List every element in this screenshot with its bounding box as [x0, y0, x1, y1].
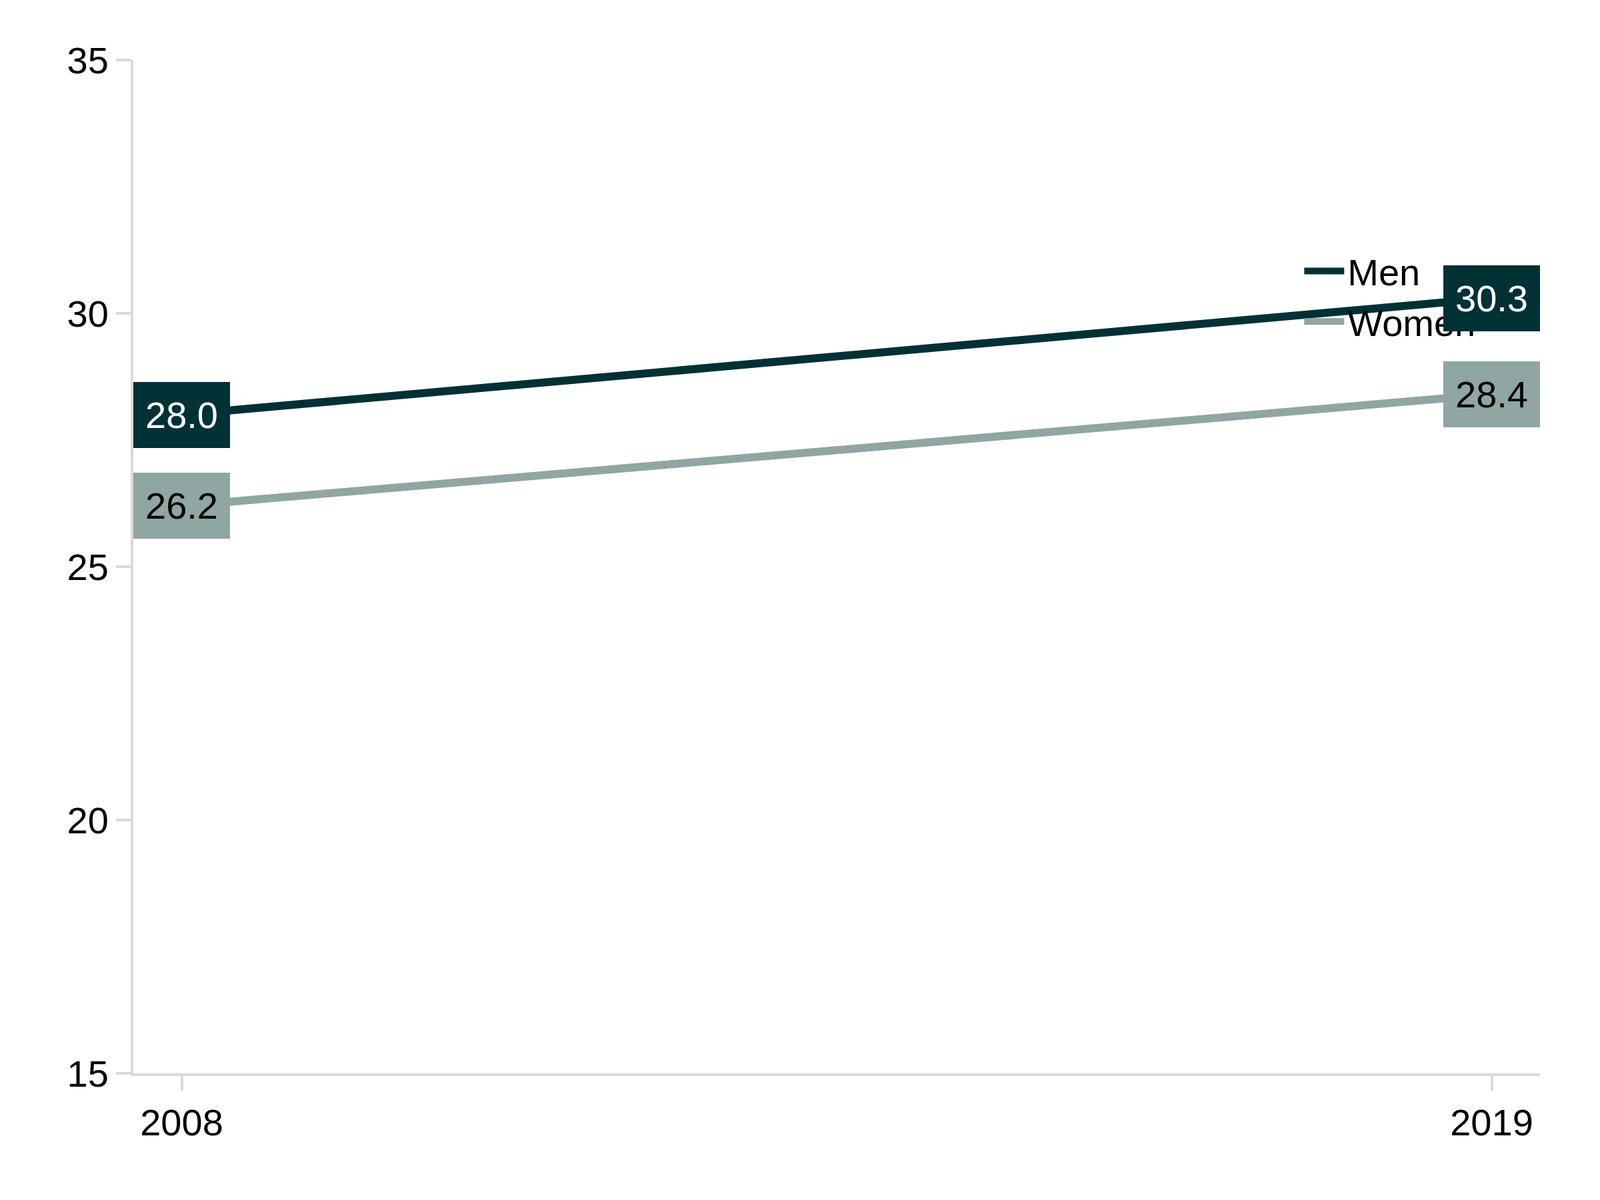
svg-text:Women: Women — [1347, 302, 1476, 344]
svg-text:30.3: 30.3 — [1455, 277, 1528, 320]
svg-text:25: 25 — [67, 546, 109, 588]
svg-text:26.2: 26.2 — [145, 484, 218, 527]
svg-text:2019: 2019 — [1450, 1101, 1534, 1144]
svg-text:28.0: 28.0 — [145, 394, 218, 436]
svg-text:15: 15 — [67, 1052, 109, 1095]
svg-text:30: 30 — [67, 292, 109, 335]
svg-text:28.4: 28.4 — [1455, 373, 1528, 416]
svg-text:Men: Men — [1347, 251, 1420, 294]
svg-text:2008: 2008 — [140, 1101, 224, 1144]
svg-text:20: 20 — [67, 799, 109, 842]
svg-text:35: 35 — [67, 39, 109, 82]
